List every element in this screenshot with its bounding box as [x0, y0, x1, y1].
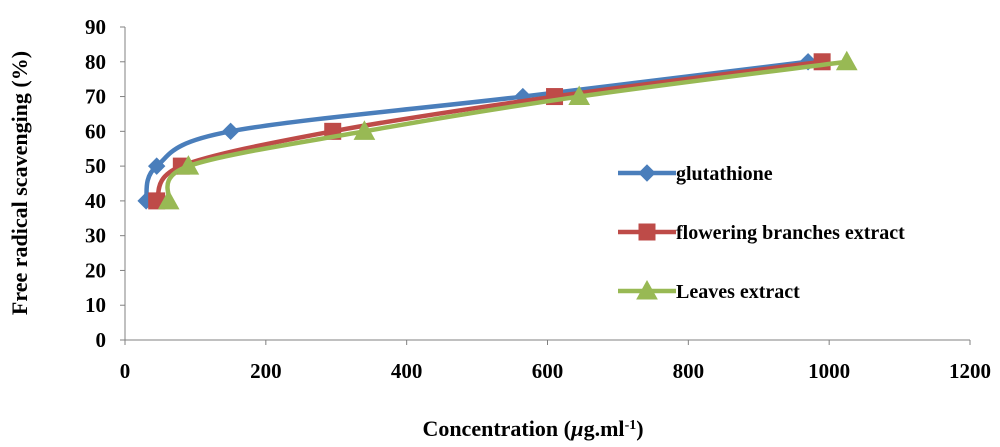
- data-point: [353, 120, 376, 140]
- x-tick-label: 200: [250, 359, 282, 383]
- legend-marker: [638, 223, 656, 241]
- x-axis-title: Concentration (µg.ml-1): [422, 416, 643, 441]
- x-tick-label: 600: [532, 359, 564, 383]
- y-tick-label: 90: [85, 15, 106, 39]
- y-tick-label: 70: [85, 85, 106, 109]
- x-tick-label: 0: [120, 359, 131, 383]
- series-0: [137, 53, 817, 210]
- chart-axes: [124, 27, 970, 341]
- legend-marker: [638, 164, 656, 182]
- legend: glutathione flowering branches extract Lea…: [618, 163, 905, 303]
- series-layer: [137, 50, 858, 210]
- y-tick-label: 30: [85, 224, 106, 248]
- x-tick-label: 1000: [808, 359, 850, 383]
- data-point: [835, 50, 858, 71]
- legend-label: glutathione: [676, 163, 773, 185]
- y-tick-label: 80: [85, 50, 106, 74]
- data-point: [177, 155, 200, 175]
- series-2: [157, 50, 858, 210]
- y-tick-label: 0: [96, 328, 107, 352]
- data-point: [157, 189, 180, 210]
- data-point: [568, 85, 591, 106]
- data-point: [147, 157, 166, 175]
- data-point: [221, 122, 240, 141]
- y-tick-label: 10: [85, 293, 106, 317]
- x-tick-label: 800: [673, 359, 705, 383]
- x-tick-label: 1200: [949, 359, 991, 383]
- y-tick-label: 40: [85, 189, 106, 213]
- y-tick-label: 20: [85, 258, 106, 282]
- legend-label: flowering branches extract: [676, 222, 905, 244]
- y-tick-label: 50: [85, 154, 106, 178]
- legend-label: Leaves extract: [676, 281, 800, 303]
- x-tick-label: 400: [391, 359, 423, 383]
- y-tick-labels: 0 10 20 30 40 50 60 70 80 90: [85, 15, 125, 352]
- x-tick-labels: 0 200 400 600 800 1000 1200: [120, 340, 991, 383]
- legend-marker: [636, 279, 658, 300]
- y-axis-title: Free radical scavenging (%): [7, 51, 32, 315]
- y-tick-label: 60: [85, 119, 106, 143]
